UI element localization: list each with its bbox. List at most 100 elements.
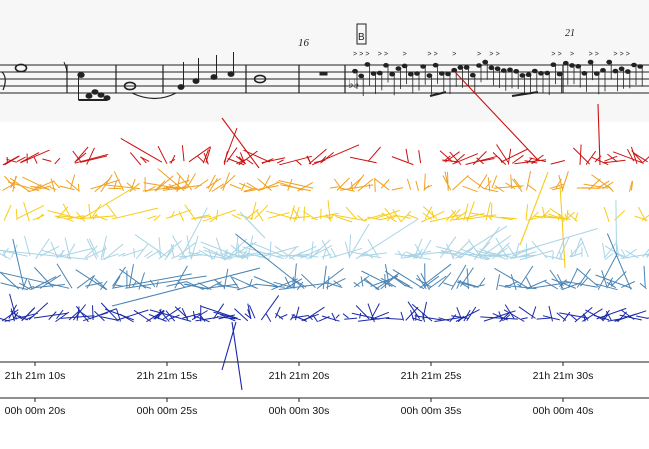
band-stroke xyxy=(392,214,411,219)
band-stroke xyxy=(27,280,33,290)
band-stroke xyxy=(452,153,479,165)
band-stroke xyxy=(181,307,189,321)
band-yellow xyxy=(3,186,649,223)
band-stroke xyxy=(213,250,218,260)
band-stroke xyxy=(367,239,379,257)
band-stroke xyxy=(94,278,108,291)
band-stroke xyxy=(549,207,566,219)
band-stroke xyxy=(550,160,565,165)
band-stroke xyxy=(350,181,354,191)
music-notes: ♭♭ xyxy=(1,52,359,101)
band-stroke xyxy=(84,245,98,259)
accent-mark: > xyxy=(452,51,456,58)
band-stroke xyxy=(295,306,300,321)
band-stroke xyxy=(595,274,633,289)
band-stroke xyxy=(349,156,377,164)
band-stroke xyxy=(602,242,606,258)
band-stroke xyxy=(276,181,303,191)
band-stroke xyxy=(479,248,507,260)
band-stroke xyxy=(32,180,55,191)
band-stroke xyxy=(630,181,634,191)
band-stroke xyxy=(293,263,297,288)
elapsed-tick-label: 00h 00m 30s xyxy=(269,405,330,417)
band-stroke xyxy=(227,158,245,166)
band-stroke xyxy=(217,284,238,289)
band-stroke xyxy=(463,203,469,221)
band-stroke xyxy=(119,268,146,289)
band-stroke xyxy=(292,254,307,258)
band-outlier-stroke xyxy=(519,171,549,246)
band-stroke xyxy=(292,207,301,219)
band-stroke xyxy=(157,145,168,164)
band-stroke xyxy=(246,235,254,260)
band-stroke xyxy=(62,203,72,219)
band-stroke xyxy=(604,252,614,260)
band-stroke xyxy=(338,187,355,192)
band-stroke xyxy=(59,247,93,257)
band-stroke xyxy=(423,184,430,191)
band-stroke xyxy=(591,174,613,191)
band-stroke xyxy=(274,313,284,320)
band-stroke xyxy=(384,270,407,287)
band-stroke xyxy=(303,206,305,222)
band-stroke xyxy=(112,276,121,288)
band-outlier-stroke xyxy=(597,103,601,166)
band-stroke xyxy=(452,175,469,191)
band-stroke xyxy=(2,247,9,257)
band-stroke xyxy=(114,284,123,287)
band-stroke xyxy=(566,211,578,222)
band-stroke xyxy=(100,253,119,261)
band-stroke xyxy=(394,253,431,260)
band-navy xyxy=(0,293,649,323)
band-stroke xyxy=(491,175,498,189)
band-stroke xyxy=(331,312,337,322)
band-stroke xyxy=(25,315,35,321)
band-stroke xyxy=(243,187,257,192)
band-stroke xyxy=(255,210,264,222)
band-stroke xyxy=(564,213,568,219)
band-stroke xyxy=(602,314,609,322)
elapsed-tick-label: 00h 00m 40s xyxy=(533,405,594,417)
band-stroke xyxy=(301,313,319,322)
band-stroke xyxy=(472,151,487,165)
band-stroke xyxy=(620,249,626,257)
band-stroke xyxy=(451,315,470,319)
band-stroke xyxy=(100,280,108,291)
accent-mark: > xyxy=(403,51,407,58)
band-lightblue xyxy=(0,199,649,261)
band-stroke xyxy=(149,279,156,288)
band-stroke xyxy=(355,218,419,260)
band-stroke xyxy=(236,249,271,260)
band-stroke xyxy=(329,186,339,189)
band-stroke xyxy=(86,147,95,165)
band-stroke xyxy=(216,316,236,320)
band-stroke xyxy=(642,248,649,258)
band-stroke xyxy=(557,213,561,221)
band-stroke xyxy=(10,244,18,259)
band-stroke xyxy=(166,281,187,287)
band-stroke xyxy=(470,212,513,221)
band-stroke xyxy=(158,309,170,322)
accent-mark: > xyxy=(353,51,357,58)
band-stroke xyxy=(498,311,503,321)
band-stroke xyxy=(342,313,349,319)
band-stroke xyxy=(223,250,227,258)
band-outlier-stroke xyxy=(559,184,566,269)
band-stroke xyxy=(557,213,565,223)
band-stroke xyxy=(246,182,259,191)
band-stroke xyxy=(614,313,637,322)
band-stroke xyxy=(559,251,563,261)
band-stroke xyxy=(370,303,380,320)
band-stroke xyxy=(205,178,222,189)
band-stroke xyxy=(405,148,409,163)
band-stroke xyxy=(3,204,12,221)
band-stroke xyxy=(357,215,366,222)
band-stroke xyxy=(201,305,238,319)
band-stroke xyxy=(20,149,50,164)
band-stroke xyxy=(291,315,309,319)
band-stroke xyxy=(609,279,614,287)
band-stroke xyxy=(602,181,614,190)
band-stroke xyxy=(570,249,574,257)
band-stroke xyxy=(552,251,554,260)
